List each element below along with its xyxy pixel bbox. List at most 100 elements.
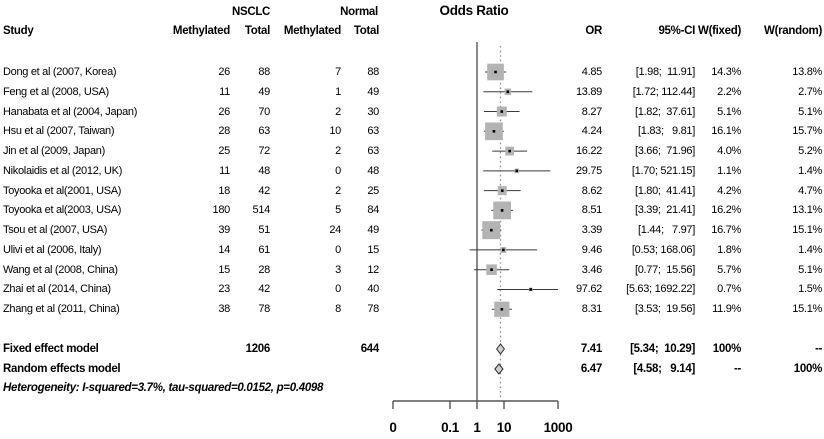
col-header-ci: 95%-CI	[658, 25, 695, 37]
or-point	[508, 149, 511, 153]
or-value: 9.46	[581, 243, 603, 256]
nsclc-total-count: 63	[258, 125, 270, 138]
normal-total-count: 49	[367, 224, 379, 237]
random-model-w-fixed: --	[733, 363, 741, 375]
x-axis-tick-label: 10	[497, 420, 511, 435]
nsclc-total-count: 61	[258, 243, 270, 256]
weight-random-value: 13.8%	[792, 66, 822, 78]
weight-random-value: 5.1%	[798, 105, 822, 118]
weight-random-value: 5.1%	[798, 263, 822, 276]
nsclc-total-count: 51	[258, 224, 270, 237]
fixed-model-or: 7.41	[580, 343, 602, 355]
nsclc-total-count: 78	[258, 303, 270, 316]
normal-total-count: 15	[367, 243, 379, 256]
weight-random-value: 1.4%	[798, 243, 822, 256]
weight-random-value: 15.1%	[792, 303, 822, 316]
col-header-normal-total: Total	[353, 25, 379, 37]
fixed-model-label: Fixed effect model	[3, 343, 99, 355]
normal-methylated-count: 24	[329, 224, 341, 237]
or-value: 8.27	[581, 105, 603, 118]
or-point	[500, 110, 504, 113]
col-group-normal: Normal	[340, 6, 378, 18]
nsclc-methylated-count: 23	[218, 283, 230, 296]
study-name: Toyooka et al(2001, USA)	[3, 184, 122, 197]
normal-total-count: 84	[367, 204, 379, 217]
weight-fixed-value: 4.2%	[717, 184, 741, 197]
or-value: 16.22	[575, 145, 602, 158]
or-value: 8.62	[581, 184, 603, 197]
nsclc-total-count: 72	[258, 145, 270, 158]
ci-value: [3.53; 19.56]	[634, 303, 695, 316]
fixed-model-nsclc-total: 1206	[245, 343, 271, 355]
nsclc-total-count: 49	[258, 85, 270, 98]
normal-total-count: 49	[367, 85, 379, 98]
normal-total-count: 63	[367, 125, 379, 138]
nsclc-methylated-count: 26	[218, 66, 230, 78]
col-header-w-random: W(random)	[764, 25, 822, 37]
or-value: 3.46	[581, 263, 603, 276]
col-header-nsclc-total: Total	[244, 25, 270, 37]
ci-value: [1.83; 9.81]	[638, 125, 695, 138]
nsclc-methylated-count: 11	[219, 85, 230, 98]
nsclc-methylated-count: 11	[219, 164, 230, 177]
plot-title: Odds Ratio	[439, 3, 509, 18]
fixed-model-w-random: --	[814, 343, 822, 355]
random-model-ci: [4.58; 9.14]	[633, 363, 695, 375]
x-axis-tick-label: 1000	[544, 420, 573, 435]
normal-methylated-count: 1	[335, 85, 341, 98]
ci-value: [0.77; 15.56]	[634, 263, 695, 276]
or-point	[492, 130, 496, 133]
study-name: Dong et al (2007, Korea)	[3, 66, 117, 78]
ci-value: [1.72; 112.44]	[632, 85, 696, 98]
or-point	[500, 307, 504, 311]
normal-methylated-count: 3	[335, 263, 341, 276]
normal-methylated-count: 5	[335, 204, 341, 217]
nsclc-total-count: 514	[252, 204, 271, 217]
or-value: 13.89	[575, 85, 602, 98]
or-point	[502, 248, 505, 252]
nsclc-methylated-count: 15	[218, 263, 230, 276]
nsclc-total-count: 28	[258, 263, 270, 276]
nsclc-methylated-count: 25	[218, 145, 230, 158]
fixed-model-normal-total: 644	[360, 343, 380, 355]
nsclc-methylated-count: 180	[212, 204, 231, 217]
or-point	[490, 228, 493, 232]
weight-fixed-value: 11.9%	[712, 303, 741, 316]
col-group-nsclc: NSCLC	[231, 6, 271, 18]
study-name: Hsu et al (2007, Taiwan)	[3, 125, 115, 138]
normal-total-count: 30	[367, 105, 379, 118]
normal-methylated-count: 2	[335, 145, 341, 158]
fixed-model-ci: [5.34; 10.29]	[630, 343, 695, 355]
weight-random-value: 15.7%	[792, 125, 822, 138]
nsclc-methylated-count: 38	[218, 303, 230, 316]
normal-methylated-count: 2	[335, 184, 341, 197]
weight-random-value: 1.5%	[798, 283, 822, 296]
ci-value: [5.63; 1692.22]	[626, 283, 695, 296]
study-name: Hanabata et al (2004, Japan)	[3, 105, 138, 118]
normal-methylated-count: 0	[335, 164, 341, 177]
col-header-or: OR	[585, 25, 602, 37]
study-name: Tsou et al (2007, USA)	[3, 224, 108, 237]
weight-random-value: 15.1%	[792, 224, 822, 237]
normal-total-count: 88	[367, 66, 379, 78]
normal-total-count: 78	[367, 303, 379, 316]
x-axis-tick-label: 0.1	[441, 420, 460, 435]
weight-fixed-value: 16.1%	[711, 125, 741, 138]
normal-methylated-count: 8	[335, 303, 341, 316]
col-header-w-fixed: W(fixed)	[698, 25, 741, 37]
normal-total-count: 40	[367, 283, 379, 296]
study-name: Feng et al (2008, USA)	[3, 85, 109, 98]
fixed-model-w-fixed: 100%	[712, 343, 742, 355]
normal-methylated-count: 10	[329, 125, 341, 138]
ci-value: [0.53; 168.06]	[631, 243, 695, 256]
ci-value: [1.44; 7.97]	[638, 224, 695, 237]
weight-fixed-value: 4.0%	[717, 145, 741, 158]
normal-total-count: 48	[367, 164, 379, 177]
study-name: Wang et al (2008, China)	[3, 263, 118, 276]
nsclc-total-count: 48	[258, 164, 270, 177]
weight-fixed-value: 16.2%	[711, 204, 741, 217]
heterogeneity-note: Heterogeneity: I-squared=3.7%, tau-squar…	[3, 382, 324, 394]
weight-random-value: 5.2%	[798, 145, 822, 158]
normal-total-count: 12	[367, 263, 379, 276]
